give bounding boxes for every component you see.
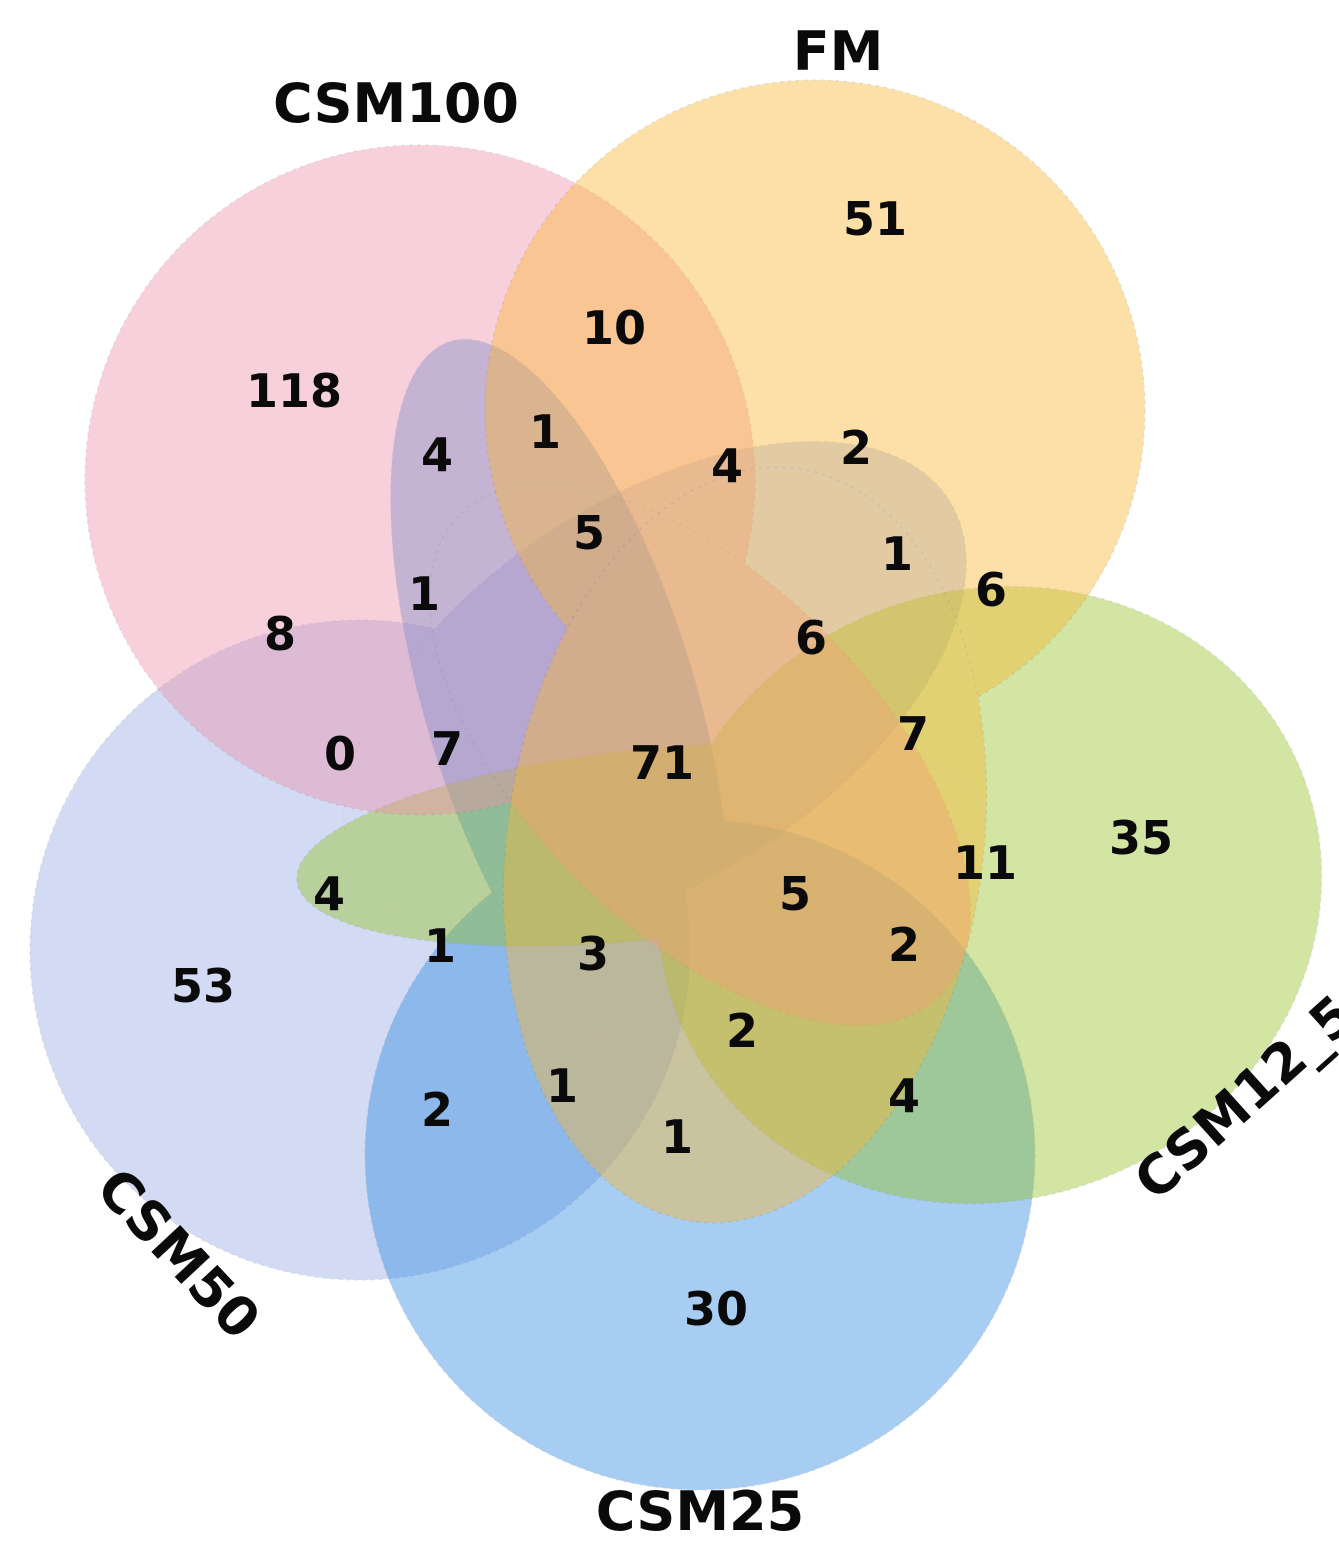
region-count: 1 xyxy=(545,1059,579,1113)
csm12_5-lobe-shape xyxy=(657,585,1323,1205)
region-count: 7 xyxy=(896,707,930,761)
region-count: 11 xyxy=(952,836,1018,890)
region-count: 51 xyxy=(842,192,908,246)
region-count: 4 xyxy=(887,1069,921,1123)
region-count: 3 xyxy=(576,927,610,981)
region-count: 2 xyxy=(887,918,921,972)
region-count: 53 xyxy=(170,959,236,1013)
csm25-lobe-shape xyxy=(364,819,1036,1491)
region-count: 118 xyxy=(245,364,343,418)
set-shape-fm xyxy=(484,79,1146,1224)
csm100-lobe-shape xyxy=(84,144,756,816)
region-count: 4 xyxy=(312,867,346,921)
region-count: 5 xyxy=(572,506,606,560)
csm12_5-spout-shape xyxy=(296,743,984,947)
region-count: 2 xyxy=(420,1083,454,1137)
region-count: 7 xyxy=(430,722,464,776)
region-count: 2 xyxy=(725,1004,759,1058)
region-count: 4 xyxy=(420,428,454,482)
region-count: 8 xyxy=(263,607,297,661)
region-count: 71 xyxy=(629,736,695,790)
region-count: 1 xyxy=(407,567,441,621)
set-shape-csm12_5 xyxy=(296,585,1323,1205)
csm50-spout-shape xyxy=(343,440,967,940)
set-shape-csm25 xyxy=(364,338,1036,1491)
region-count: 1 xyxy=(660,1110,694,1164)
region-count: 0 xyxy=(323,727,357,781)
region-count: 6 xyxy=(974,563,1008,617)
set-label-csm25: CSM25 xyxy=(595,1480,805,1543)
csm25-spout-shape xyxy=(389,338,731,1062)
set-label-fm: FM xyxy=(792,20,884,83)
set-label-csm100: CSM100 xyxy=(273,72,519,135)
region-count: 1 xyxy=(423,919,457,973)
region-count: 30 xyxy=(683,1282,749,1336)
csm50-lobe-shape xyxy=(29,619,691,1281)
region-count: 1 xyxy=(528,405,562,459)
fm-spout-shape xyxy=(502,466,988,1224)
region-count: 35 xyxy=(1108,811,1174,865)
region-count: 6 xyxy=(794,611,828,665)
region-count: 4 xyxy=(710,439,744,493)
fm-lobe-shape xyxy=(484,79,1146,741)
region-count: 10 xyxy=(581,301,647,355)
region-count: 1 xyxy=(880,527,914,581)
set-shape-csm50 xyxy=(29,440,967,1281)
csm100-spout-shape xyxy=(428,483,972,1027)
region-count: 5 xyxy=(778,867,812,921)
region-count: 2 xyxy=(839,421,873,475)
set-shape-csm100 xyxy=(84,144,972,1027)
